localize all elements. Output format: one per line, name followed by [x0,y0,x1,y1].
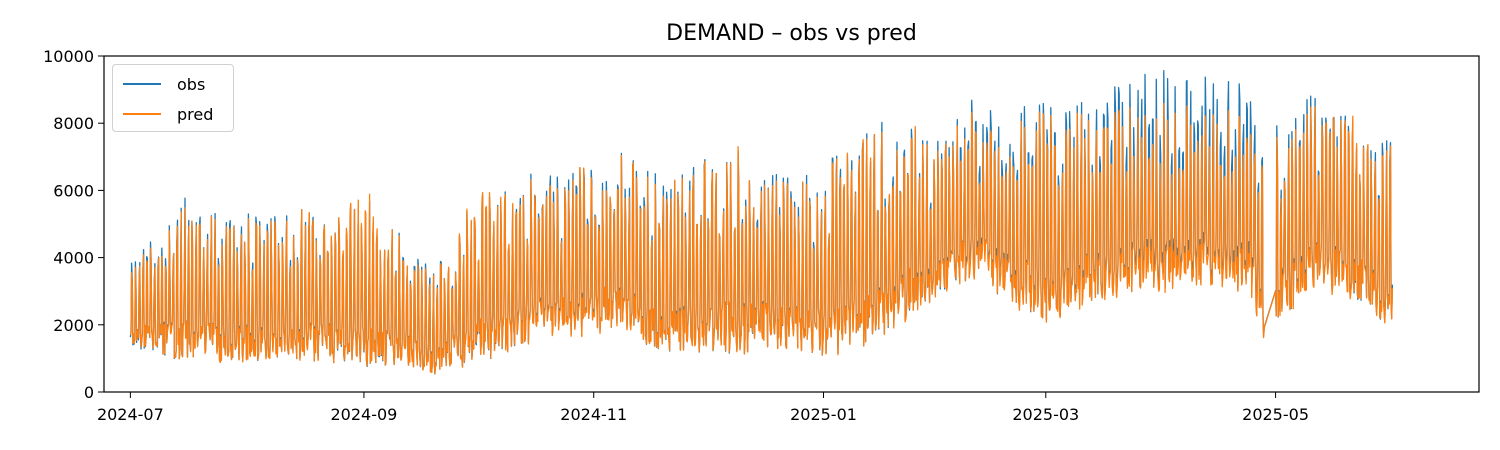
legend-swatch-pred [123,113,161,115]
legend-label-pred: pred [177,104,214,124]
y-tick-label: 4000 [53,249,94,268]
y-tick-label: 10000 [43,47,94,66]
chart-title: DEMAND – obs vs pred [666,21,917,46]
x-tick-label: 2024-09 [331,405,398,424]
plot-frame [103,55,1480,393]
y-tick-label: 2000 [53,316,94,335]
y-axis: 0 2000 4000 6000 8000 10000 [43,47,104,402]
legend-label-obs: obs [177,74,206,94]
x-axis: 2024-07 2024-09 2024-11 2025-01 2025-03 2025-… [97,392,1309,424]
series-layer [129,70,1394,375]
legend-swatch-obs [123,83,161,85]
x-tick-label: 2025-05 [1242,405,1309,424]
y-tick-label: 8000 [53,114,94,133]
x-tick-label: 2025-01 [790,405,857,424]
series-line-pred [129,102,1394,375]
y-tick-label: 0 [84,383,94,402]
y-tick-label: 6000 [53,181,94,200]
legend-item-pred: pred [123,103,213,125]
legend-item-obs: obs [123,73,205,95]
x-tick-label: 2025-03 [1012,405,1079,424]
x-tick-label: 2024-07 [97,405,164,424]
x-tick-label: 2024-11 [560,405,627,424]
legend: obs pred [112,64,234,132]
